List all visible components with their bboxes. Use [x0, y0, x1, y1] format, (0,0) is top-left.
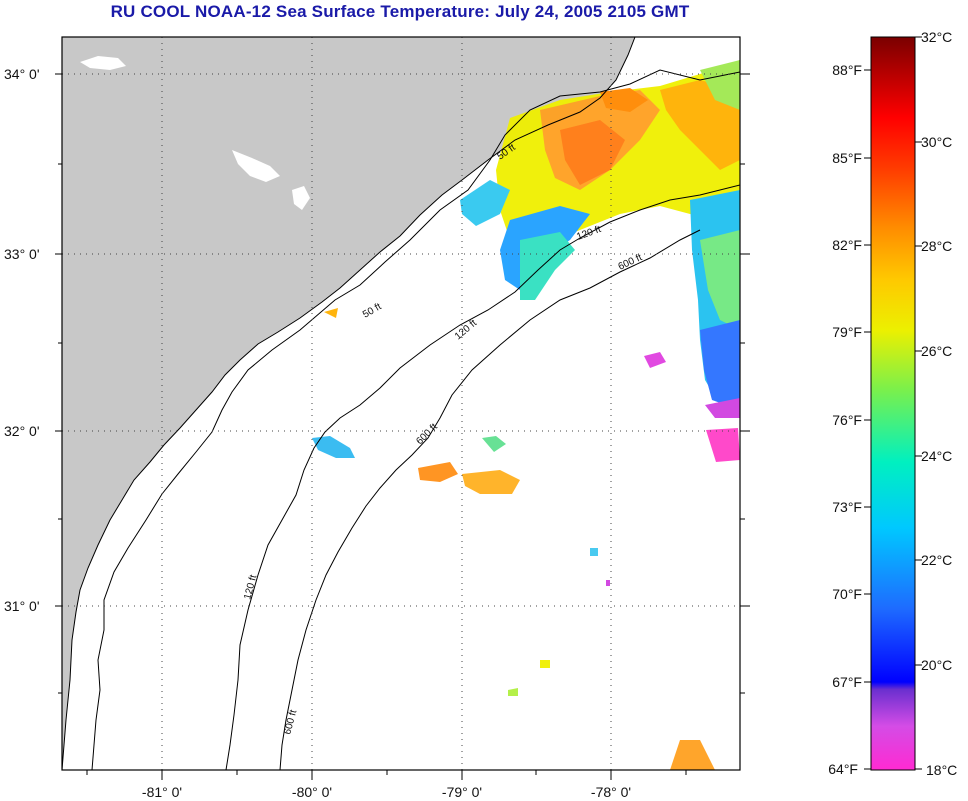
map-title: RU COOL NOAA-12 Sea Surface Temperature:… — [110, 2, 690, 21]
lon-label-79: -79° 0' — [442, 784, 482, 800]
lat-label-34: 34° 0' — [4, 66, 40, 82]
cb-f-70: 70°F — [832, 586, 862, 602]
coastline — [62, 37, 636, 770]
colorbar-ticks — [864, 36, 922, 770]
cb-f-76: 76°F — [832, 412, 862, 428]
cb-c-22: 22°C — [921, 552, 952, 568]
colorbar — [870, 36, 916, 771]
graticule — [62, 37, 740, 770]
lon-label-81: -81° 0' — [142, 784, 182, 800]
cb-f-82: 82°F — [832, 237, 862, 253]
bathymetry-contours — [91, 69, 740, 770]
map-frame — [61, 36, 741, 771]
lat-label-32: 32° 0' — [4, 423, 40, 439]
lon-label-80: -80° 0' — [292, 784, 332, 800]
lake-1 — [80, 56, 126, 70]
lon-label-78: -78° 0' — [591, 784, 631, 800]
cb-f-85: 85°F — [832, 150, 862, 166]
cb-c-18: 18°C — [926, 762, 957, 778]
cb-c-24: 24°C — [921, 448, 952, 464]
land-area — [62, 37, 635, 770]
cb-f-73: 73°F — [832, 499, 862, 515]
axis-ticks — [55, 73, 750, 780]
cb-c-30: 30°C — [921, 134, 952, 150]
cb-f-88: 88°F — [832, 62, 862, 78]
lake-3 — [292, 186, 310, 210]
cb-c-26: 26°C — [921, 343, 952, 359]
lake-2 — [232, 150, 280, 182]
cb-c-28: 28°C — [921, 238, 952, 254]
cb-f-67: 67°F — [832, 674, 862, 690]
cb-f-79: 79°F — [832, 324, 862, 340]
lat-label-33: 33° 0' — [4, 246, 40, 262]
cb-c-20: 20°C — [921, 657, 952, 673]
lat-label-31: 31° 0' — [4, 598, 40, 614]
cb-c-32: 32°C — [921, 29, 952, 45]
cb-f-64: 64°F — [828, 761, 858, 777]
